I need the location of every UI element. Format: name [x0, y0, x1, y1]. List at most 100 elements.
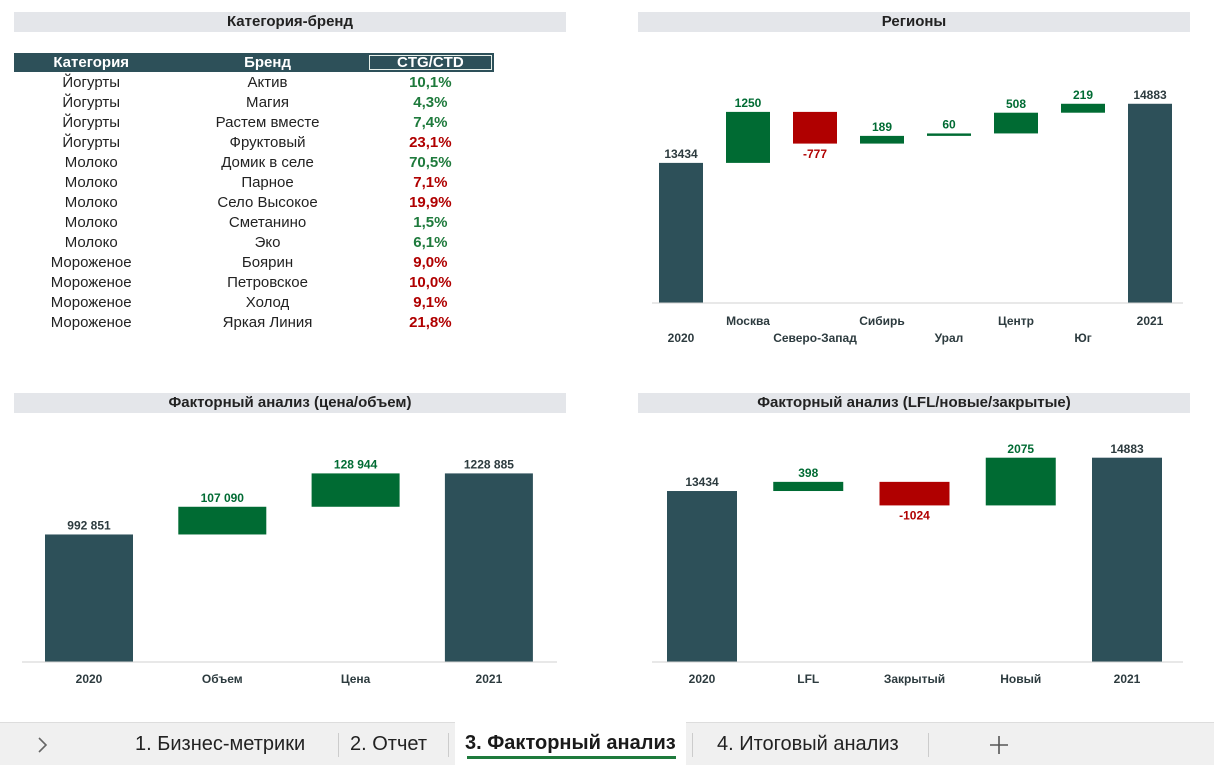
category-label: Урал [935, 331, 964, 345]
category-label: Юг [1074, 331, 1091, 345]
text-cell: Петровское [227, 273, 308, 291]
data-label: 14883 [1110, 442, 1144, 456]
data-label: 219 [1073, 88, 1093, 102]
category-label: 2020 [689, 672, 716, 686]
text-cell: Фруктовый [229, 133, 306, 151]
waterfall-bar [879, 481, 950, 506]
sheet-tab[interactable]: 1. Бизнес-метрики [135, 733, 306, 755]
text-cell: Йогурты [62, 113, 120, 131]
share-cell: 23,1% [409, 133, 452, 151]
share-cell: 6,1% [413, 233, 448, 251]
add-sheet[interactable] [988, 734, 1010, 756]
chart-title: Факторный анализ (цена/объем) [168, 394, 411, 411]
table-row: Молоко Парное 7,1% [14, 172, 494, 192]
sheet-tab[interactable]: 2. Отчет [350, 733, 427, 755]
category-label: Цена [341, 672, 371, 686]
sheet-tabs: 1. Бизнес-метрики 2. Отчет 3. Факторный ан… [0, 722, 1214, 765]
text-cell: Яркая Линия [222, 313, 313, 331]
category-label: 2021 [1137, 314, 1164, 328]
share-cell: 21,8% [409, 313, 452, 331]
share-cell: 7,1% [413, 173, 448, 191]
category-label: Сибирь [859, 314, 905, 328]
waterfall-bar [860, 135, 904, 144]
table-row: Мороженое Петровское 10,0% [14, 272, 494, 292]
text-cell: Актив [247, 73, 288, 91]
scroll-arrow[interactable] [32, 735, 52, 755]
chart-title: Регионы [882, 13, 946, 30]
table-row: Йогурты Магия 4,3% [14, 92, 494, 112]
table-row: Молоко Сметанино 1,5% [14, 212, 494, 232]
data-label: 2075 [1007, 442, 1034, 456]
category-label: Москва [726, 314, 770, 328]
table-title: Категория-бренд [227, 13, 354, 30]
text-cell: Мороженое [50, 293, 132, 311]
share-cell: 19,9% [409, 193, 452, 211]
share-cell: 7,4% [413, 113, 448, 131]
table-row: Молоко Эко 6,1% [14, 232, 494, 252]
text-cell: Холод [245, 293, 290, 311]
brand-table: Категория Бренд CTG/CTD Йогурты Актив 10,1% Й… [14, 53, 494, 332]
waterfall-bar [45, 534, 133, 662]
tab-separator [448, 733, 449, 757]
charts-layer: Категория-бренд Регионы 13434 2020 1250 Моск… [14, 12, 1190, 686]
waterfall-bar [773, 481, 844, 492]
category-label: 2021 [476, 672, 503, 686]
text-cell: Молоко [64, 173, 118, 191]
sheet-tab[interactable]: 3. Факторный анализ [455, 722, 686, 765]
text-cell: Йогурты [62, 73, 120, 91]
column-header: CTG/CTD [366, 53, 494, 72]
table-row: Йогурты Актив 10,1% [14, 72, 494, 92]
chart-title: Факторный анализ (LFL/новые/закрытые) [757, 394, 1071, 411]
data-label: 992 851 [67, 519, 111, 533]
category-label: 2021 [1114, 672, 1141, 686]
data-label: 1250 [735, 96, 762, 110]
data-label: 60 [942, 118, 956, 132]
share-cell: 4,3% [413, 93, 448, 111]
table-row: Молоко Домик в селе 70,5% [14, 152, 494, 172]
data-label: 13434 [664, 147, 698, 161]
text-cell: Молоко [64, 213, 118, 231]
tab-separator [928, 733, 929, 757]
waterfall-bar [659, 162, 703, 303]
waterfall-bar [793, 111, 837, 144]
table-header: Категория Бренд CTG/CTD [14, 53, 494, 72]
data-label: 189 [872, 120, 892, 134]
table-row: Молоко Село Высокое 19,9% [14, 192, 494, 212]
text-cell: Молоко [64, 193, 118, 211]
waterfall-bar [985, 457, 1056, 506]
data-label: 1228 885 [464, 458, 514, 472]
data-label: 14883 [1133, 88, 1167, 102]
share-cell: 10,1% [409, 73, 452, 91]
text-cell: Растем вместе [215, 113, 320, 131]
waterfall-bar [311, 473, 400, 507]
share-cell: 1,5% [413, 213, 448, 231]
tab-separator [692, 733, 693, 757]
chart-title-bar [638, 12, 1190, 32]
text-cell: Йогурты [62, 133, 120, 151]
text-cell: Молоко [64, 153, 118, 171]
table-row: Йогурты Растем вместе 7,4% [14, 112, 494, 132]
waterfall-bar [444, 473, 533, 662]
sheet-tab[interactable]: 4. Итоговый анализ [717, 733, 899, 755]
share-cell: 70,5% [409, 153, 452, 171]
text-cell: Парное [241, 173, 294, 191]
table-row: Мороженое Холод 9,1% [14, 292, 494, 312]
table-row: Мороженое Яркая Линия 21,8% [14, 312, 494, 332]
text-cell: Йогурты [62, 93, 120, 111]
share-cell: 9,1% [413, 293, 448, 311]
waterfall-bar [927, 133, 971, 136]
category-label: 2020 [668, 331, 695, 345]
data-label: 398 [798, 466, 818, 480]
text-cell: Мороженое [50, 273, 132, 291]
data-label: 107 090 [201, 491, 245, 505]
waterfall-bar [1128, 103, 1172, 304]
table-row: Мороженое Боярин 9,0% [14, 252, 494, 272]
waterfall-bar [178, 506, 267, 535]
category-label: Северо-Запад [773, 331, 857, 345]
category-label: Новый [1000, 672, 1041, 686]
chart-title-bar [638, 393, 1190, 413]
category-label: Центр [998, 314, 1034, 328]
table-body: Йогурты Актив 10,1% Йогурты Магия 4,3% Йогурты… [14, 72, 494, 332]
text-cell: Магия [246, 93, 290, 111]
waterfall-bar [667, 491, 737, 662]
